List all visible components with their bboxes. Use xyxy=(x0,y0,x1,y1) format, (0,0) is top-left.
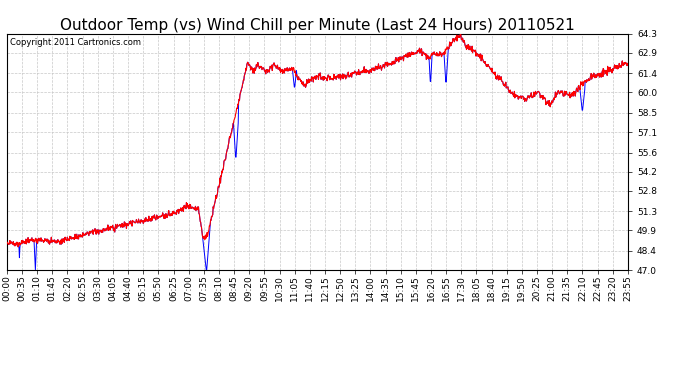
Text: Copyright 2011 Cartronics.com: Copyright 2011 Cartronics.com xyxy=(10,39,141,48)
Title: Outdoor Temp (vs) Wind Chill per Minute (Last 24 Hours) 20110521: Outdoor Temp (vs) Wind Chill per Minute … xyxy=(60,18,575,33)
